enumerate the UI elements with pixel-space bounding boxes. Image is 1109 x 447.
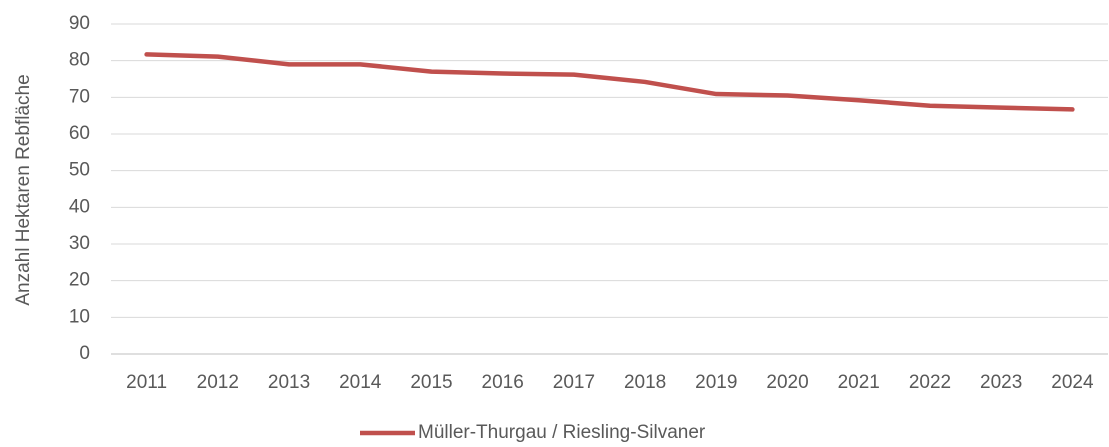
y-tick-label: 40: [69, 196, 90, 217]
x-tick-label: 2014: [339, 372, 382, 393]
x-tick-label: 2016: [482, 372, 524, 393]
y-tick-label: 20: [69, 270, 90, 291]
x-tick-label: 2018: [624, 372, 666, 393]
x-tick-label: 2011: [126, 372, 167, 393]
y-tick-label: 70: [69, 86, 90, 107]
y-tick-label: 50: [69, 160, 90, 181]
y-tick-label: 0: [79, 343, 90, 364]
x-tick-label: 2015: [410, 372, 452, 393]
data-line: [144, 52, 1075, 112]
x-tick-label: 2017: [553, 372, 595, 393]
y-tick-label: 10: [69, 306, 90, 327]
x-tick-label: 2021: [838, 372, 880, 393]
x-tick-label: 2023: [980, 372, 1022, 393]
y-tick-label: 30: [69, 233, 90, 254]
y-tick-label: 80: [69, 50, 90, 71]
x-tick-label: 2020: [766, 372, 808, 393]
x-tick-label: 2012: [197, 372, 239, 393]
x-tick-label: 2024: [1051, 372, 1094, 393]
y-axis-label: Anzahl Hektaren Rebfläche: [13, 74, 34, 305]
x-tick-label: 2022: [909, 372, 951, 393]
x-tick-label: 2019: [695, 372, 737, 393]
y-tick-label: 60: [69, 123, 90, 144]
y-tick-label: 90: [69, 13, 90, 34]
x-tick-label: 2013: [268, 372, 310, 393]
legend-label: Müller-Thurgau / Riesling-Silvaner: [418, 422, 706, 443]
